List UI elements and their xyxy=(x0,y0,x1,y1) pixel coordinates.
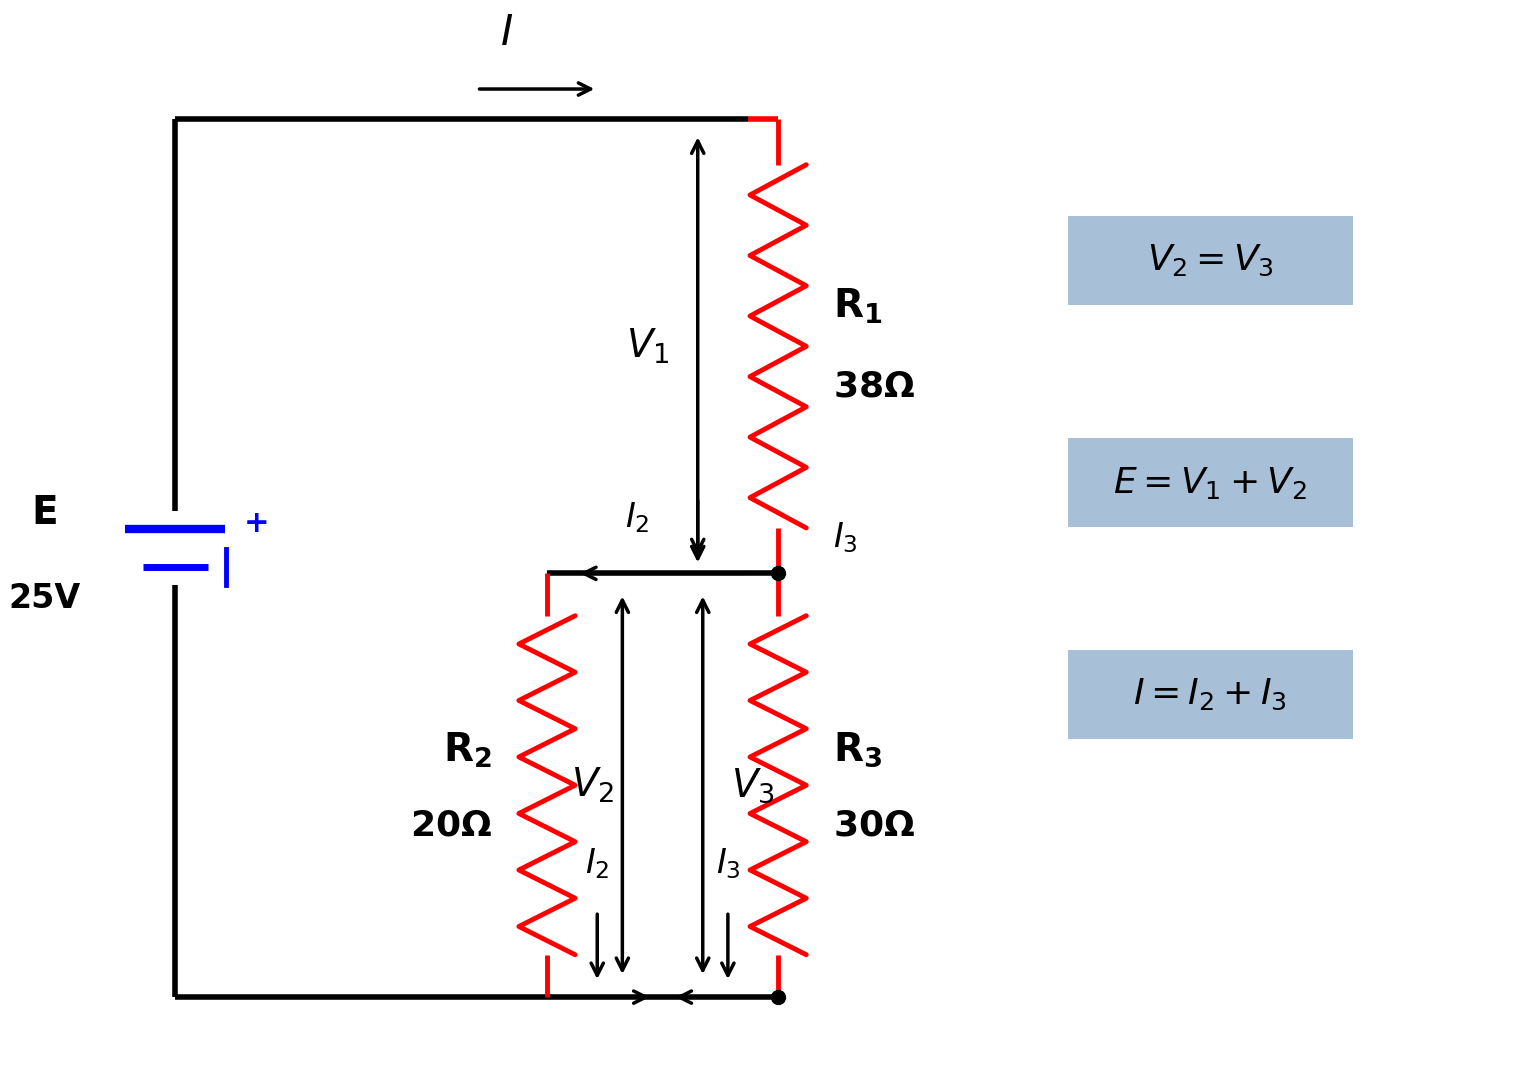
Text: E: E xyxy=(31,493,58,531)
Point xyxy=(766,989,791,1006)
Text: $\mathbf{R_2}$: $\mathbf{R_2}$ xyxy=(442,730,492,769)
Text: $V_1$: $V_1$ xyxy=(625,327,670,366)
Text: 25V: 25V xyxy=(8,582,81,615)
Text: $V_2 = V_3$: $V_2 = V_3$ xyxy=(1147,242,1273,278)
FancyBboxPatch shape xyxy=(1068,437,1353,527)
Text: $\mathbf{R_1}$: $\mathbf{R_1}$ xyxy=(834,287,883,326)
Text: $I = I_2 + I_3$: $I = I_2 + I_3$ xyxy=(1134,676,1287,712)
Text: $E = V_1 + V_2$: $E = V_1 + V_2$ xyxy=(1114,464,1307,501)
Text: $I_2$: $I_2$ xyxy=(625,501,650,536)
Text: $\mathbf{30\Omega}$: $\mathbf{30\Omega}$ xyxy=(834,808,915,843)
Text: $V_3$: $V_3$ xyxy=(731,766,774,805)
FancyBboxPatch shape xyxy=(1068,649,1353,739)
FancyBboxPatch shape xyxy=(1068,215,1353,305)
Text: $V_2$: $V_2$ xyxy=(570,766,614,805)
Text: $\mathbf{20\Omega}$: $\mathbf{20\Omega}$ xyxy=(410,808,492,843)
Text: $\mathbf{R_3}$: $\mathbf{R_3}$ xyxy=(834,730,883,769)
Text: $\mathbf{38\Omega}$: $\mathbf{38\Omega}$ xyxy=(834,370,915,404)
Text: +: + xyxy=(244,510,269,539)
Text: $I_3$: $I_3$ xyxy=(716,846,740,881)
Text: $I_3$: $I_3$ xyxy=(834,520,859,555)
Text: $I$: $I$ xyxy=(501,12,513,54)
Text: $I_2$: $I_2$ xyxy=(585,846,610,881)
Point xyxy=(766,565,791,582)
